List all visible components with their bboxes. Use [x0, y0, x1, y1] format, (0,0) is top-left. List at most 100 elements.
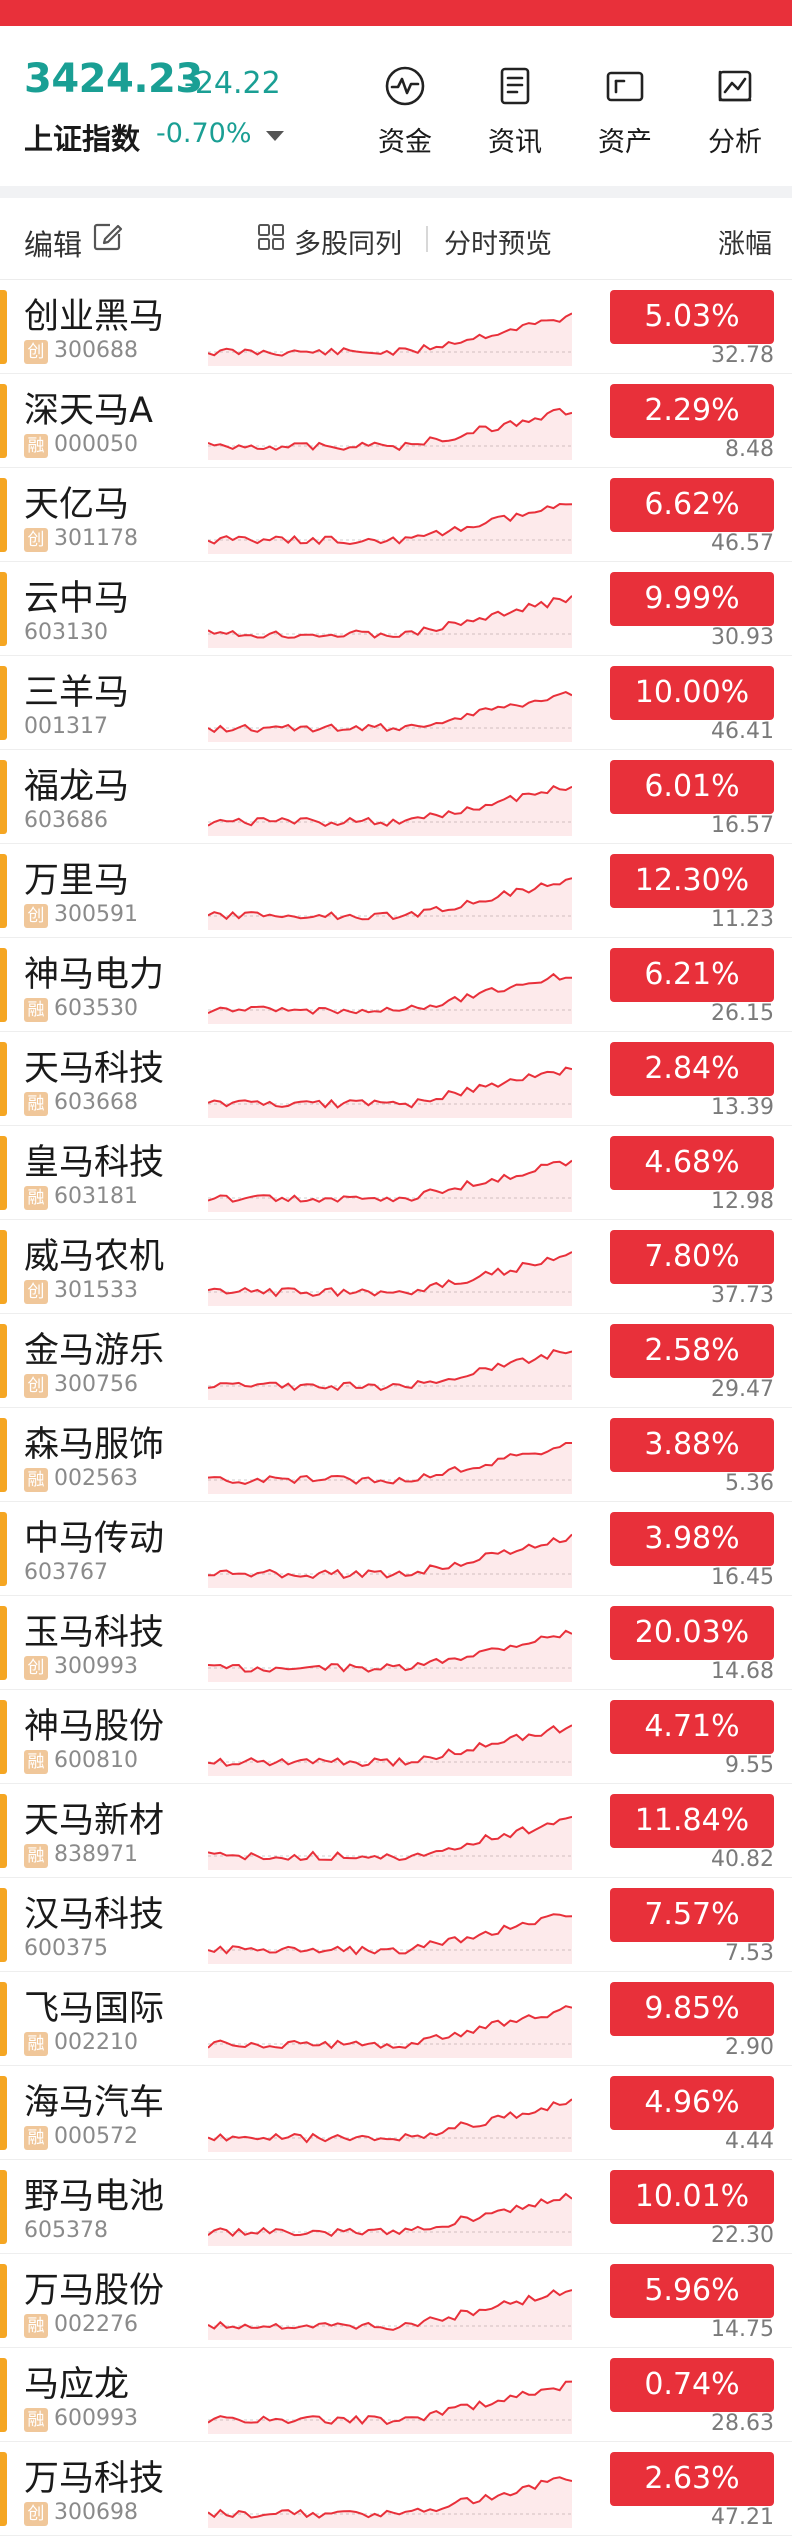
intraday-sparkline: [208, 2380, 572, 2434]
stock-row[interactable]: 飞马国际融 002210 9.85% 2.90: [0, 1972, 792, 2066]
stock-price: 12.98: [711, 1189, 774, 1214]
stock-row[interactable]: 云中马 603130 9.99% 30.93: [0, 562, 792, 656]
watchlist-marker: [0, 760, 7, 834]
nav-label: 资产: [598, 127, 652, 158]
sparkline-line: [208, 784, 572, 828]
stock-price: 16.57: [711, 813, 774, 838]
edit-button[interactable]: 编辑: [24, 228, 83, 262]
stock-list: 创业黑马创 300688 5.03% 32.78 深天马A 融 000050 2.29% 8.4…: [0, 280, 792, 2536]
stock-row[interactable]: 马应龙融 600993 0.74% 28.63: [0, 2348, 792, 2442]
multi-stock-button[interactable]: 多股同列: [294, 229, 402, 260]
stock-code: 301178: [54, 526, 138, 551]
sparkline-area: [208, 1816, 572, 1870]
stock-row[interactable]: 威马农机创 301533 7.80% 37.73: [0, 1220, 792, 1314]
change-percent-badge: 5.96%: [610, 2264, 774, 2318]
stock-price: 47.21: [711, 2505, 774, 2530]
sparkline-area: [208, 313, 572, 366]
intraday-sparkline: [208, 691, 572, 742]
stock-price: 46.41: [711, 719, 774, 744]
index-name[interactable]: 上证指数: [24, 122, 141, 156]
sparkline-area: [208, 2006, 572, 2058]
stock-row[interactable]: 金马游乐创 300756 2.58% 29.47: [0, 1314, 792, 1408]
market-tag-badge: 融: [24, 434, 48, 458]
market-tag-badge: 创: [24, 340, 48, 364]
stock-code: 300591: [54, 902, 138, 927]
market-tag-badge: 融: [24, 2032, 48, 2056]
sparkline-area: [208, 595, 572, 648]
sparkline-line: [208, 1629, 572, 1673]
sparkline-area: [208, 692, 572, 742]
stock-row[interactable]: 万里马创 300591 12.30% 11.23: [0, 844, 792, 938]
index-change: -24.22: [184, 66, 281, 101]
stock-name: 创业黑马: [24, 297, 165, 337]
grid-icon[interactable]: [256, 222, 286, 252]
index-header[interactable]: 3424.23 -24.22 上证指数 -0.70% 资金 资讯 资产: [0, 26, 792, 186]
sparkline-area: [208, 2099, 572, 2152]
stock-code: 002276: [54, 2312, 138, 2337]
market-tag-badge: 创: [24, 1374, 48, 1398]
stock-row[interactable]: 天马科技融 603668 2.84% 13.39: [0, 1032, 792, 1126]
change-percent-badge: 9.99%: [610, 572, 774, 626]
stock-row[interactable]: 神马股份融 600810 4.71% 9.55: [0, 1690, 792, 1784]
stock-price: 14.68: [711, 1659, 774, 1684]
nav-analysis-button[interactable]: 分析: [690, 64, 780, 174]
nav-capital-button[interactable]: 资金: [360, 64, 450, 174]
intraday-sparkline: [208, 312, 572, 366]
stock-code: 603530: [54, 996, 138, 1021]
news-document-icon: [500, 67, 530, 105]
change-percent-badge: 10.01%: [610, 2170, 774, 2224]
sparkline-line: [208, 1815, 572, 1862]
stock-row[interactable]: 神马电力融 603530 6.21% 26.15: [0, 938, 792, 1032]
stock-code: 600993: [54, 2406, 138, 2431]
change-percent-badge: 10.00%: [610, 666, 774, 720]
intraday-sparkline: [208, 502, 572, 554]
sparkline-line: [208, 877, 572, 921]
stock-row[interactable]: 万马科技创 300698 2.63% 47.21: [0, 2442, 792, 2536]
stock-row[interactable]: 天亿马创 301178 6.62% 46.57: [0, 468, 792, 562]
stock-row[interactable]: 皇马科技融 603181 4.68% 12.98: [0, 1126, 792, 1220]
sparkline-area: [208, 1350, 572, 1400]
stock-row[interactable]: 万马股份融 002276 5.96% 14.75: [0, 2254, 792, 2348]
sparkline-line: [208, 502, 572, 546]
sparkline-area: [208, 504, 572, 554]
edit-icon[interactable]: [90, 220, 124, 254]
stock-name: 天马科技: [24, 1049, 165, 1089]
stock-row[interactable]: 中马传动 603767 3.98% 16.45: [0, 1502, 792, 1596]
stock-row[interactable]: 汉马科技 600375 7.57% 7.53: [0, 1878, 792, 1972]
change-percent-badge: 3.88%: [610, 1418, 774, 1472]
intraday-sparkline: [208, 2005, 572, 2058]
dropdown-caret-icon[interactable]: [266, 131, 284, 141]
stock-row[interactable]: 天马新材融 838971 11.84% 40.82: [0, 1784, 792, 1878]
change-sort-button[interactable]: 涨幅: [718, 229, 772, 260]
change-percent-badge: 4.68%: [610, 1136, 774, 1190]
stock-name: 飞马国际: [24, 1989, 165, 2029]
stock-row[interactable]: 三羊马 001317 10.00% 46.41: [0, 656, 792, 750]
stock-code: 000572: [54, 2124, 138, 2149]
nav-label: 分析: [708, 127, 762, 158]
stock-code: 300993: [54, 1654, 138, 1679]
watchlist-marker: [0, 1418, 7, 1492]
sparkline-line: [208, 972, 572, 1015]
stock-row[interactable]: 创业黑马创 300688 5.03% 32.78: [0, 280, 792, 374]
stock-code: 603767: [24, 1560, 108, 1585]
stock-name: 天马新材: [24, 1801, 165, 1841]
stock-row[interactable]: 野马电池 605378 10.01% 22.30: [0, 2160, 792, 2254]
change-percent-badge: 11.84%: [610, 1794, 774, 1848]
stock-row[interactable]: 海马汽车融 000572 4.96% 4.44: [0, 2066, 792, 2160]
market-tag-badge: 融: [24, 1186, 48, 1210]
nav-assets-button[interactable]: 资产: [580, 64, 670, 174]
nav-news-button[interactable]: 资讯: [470, 64, 560, 174]
stock-price: 4.44: [725, 2129, 774, 2154]
stock-name: 神马电力: [24, 955, 165, 995]
stock-row[interactable]: 福龙马 603686 6.01% 16.57: [0, 750, 792, 844]
timeshare-preview-button[interactable]: 分时预览: [444, 229, 552, 260]
sparkline-line: [208, 2098, 572, 2144]
sparkline-area: [208, 786, 572, 836]
stock-row[interactable]: 深天马A 融 000050 2.29% 8.48: [0, 374, 792, 468]
stock-name: 神马股份: [24, 1707, 165, 1747]
stock-row[interactable]: 玉马科技创 300993 20.03% 14.68: [0, 1596, 792, 1690]
stock-price: 26.15: [711, 1001, 774, 1026]
market-tag-badge: 创: [24, 1280, 48, 1304]
stock-row[interactable]: 森马服饰融 002563 3.88% 5.36: [0, 1408, 792, 1502]
index-value: 3424.23: [24, 56, 203, 102]
